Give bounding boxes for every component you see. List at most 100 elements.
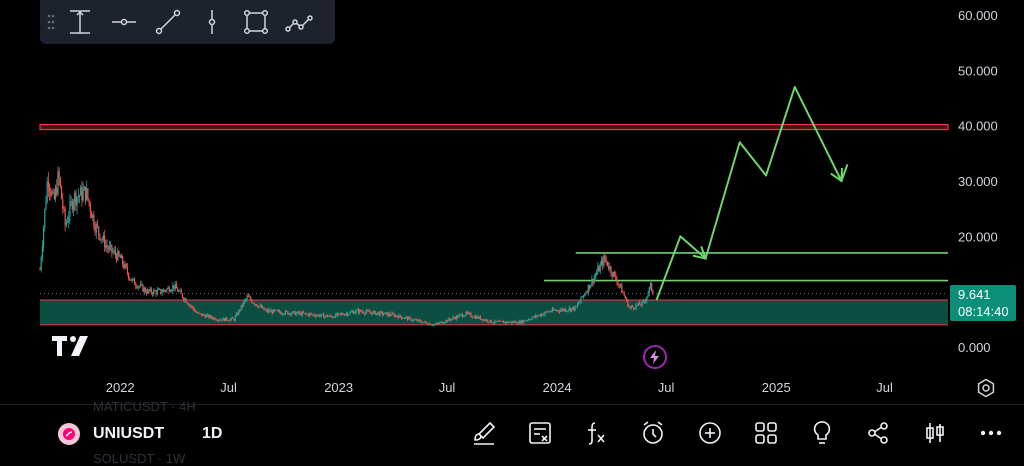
candle-body xyxy=(458,315,460,318)
add-icon[interactable] xyxy=(696,419,724,447)
candle-body xyxy=(427,323,429,325)
candle-body xyxy=(485,319,488,321)
candle-body xyxy=(64,209,66,226)
candle-body xyxy=(218,320,221,321)
candle-body xyxy=(520,320,522,324)
candle-body xyxy=(590,285,592,289)
candle-body xyxy=(127,273,130,279)
ideas-bulb-icon[interactable] xyxy=(808,419,836,447)
symbol-name[interactable]: UNIUSDT xyxy=(93,425,165,442)
candle-body xyxy=(265,309,267,311)
candle-body xyxy=(333,317,336,318)
candle-body xyxy=(567,310,569,312)
vertical-line-icon[interactable] xyxy=(190,0,234,44)
candle-body xyxy=(190,305,192,307)
horizontal-line-icon[interactable] xyxy=(102,0,146,44)
candle-body xyxy=(417,319,419,322)
measure-icon[interactable] xyxy=(58,0,102,44)
candle-body xyxy=(440,321,442,323)
candle-body xyxy=(617,283,619,285)
candle-body xyxy=(179,290,181,292)
candle-body xyxy=(216,319,218,321)
share-icon[interactable] xyxy=(864,419,892,447)
candle-body xyxy=(549,311,551,313)
candle-body xyxy=(78,195,81,197)
candle-body xyxy=(329,315,331,317)
candle-body xyxy=(452,317,454,319)
candle-body xyxy=(628,306,630,308)
candle-body xyxy=(339,313,342,315)
more-icon[interactable] xyxy=(977,419,1005,447)
candle-body xyxy=(59,177,61,187)
candle-body xyxy=(325,315,327,317)
candle-body xyxy=(610,266,612,274)
candle-body xyxy=(98,226,100,234)
rectangle-icon[interactable] xyxy=(234,0,278,44)
candle-body xyxy=(573,307,575,311)
candle-body xyxy=(442,323,445,324)
candle-body xyxy=(253,303,255,305)
candle-body xyxy=(446,320,448,322)
candle-body xyxy=(410,317,412,321)
candle-body xyxy=(153,290,155,295)
candle-body xyxy=(420,320,422,323)
candle-body xyxy=(135,284,137,287)
candle-body xyxy=(246,295,248,299)
candle-body xyxy=(355,310,357,313)
candle-body xyxy=(133,278,136,285)
candle-body xyxy=(154,290,156,291)
brush-icon[interactable] xyxy=(470,419,498,447)
candle-body xyxy=(72,202,75,210)
candle-body xyxy=(175,284,178,289)
candle-body xyxy=(489,319,491,323)
candle-body xyxy=(402,318,404,320)
candle-body xyxy=(239,310,241,311)
candle-body xyxy=(614,272,616,275)
drag-handle-icon[interactable] xyxy=(44,0,58,44)
candle-body xyxy=(584,294,586,296)
candle-body xyxy=(166,288,168,291)
candle-body xyxy=(569,308,571,312)
candle-body xyxy=(198,312,200,314)
candle-body xyxy=(398,314,400,318)
candle-body xyxy=(83,186,85,191)
candle-body xyxy=(42,227,45,246)
candle-body xyxy=(229,319,231,321)
candle-body xyxy=(148,289,150,292)
chart-settings-icon[interactable] xyxy=(975,377,997,399)
candle-body xyxy=(114,250,117,256)
chart-area[interactable]: 60.000 50.000 40.000 30.000 20.000 0.000 2022 J… xyxy=(0,0,1024,404)
fx-icon[interactable] xyxy=(582,419,610,447)
indicators-list-icon[interactable] xyxy=(526,419,554,447)
candle-body xyxy=(529,319,531,321)
candle-body xyxy=(587,285,589,293)
lightning-icon[interactable] xyxy=(643,345,667,369)
tradingview-logo[interactable] xyxy=(52,336,90,361)
alert-clock-icon[interactable] xyxy=(639,419,667,447)
candle-body xyxy=(96,224,99,227)
candle-body xyxy=(586,292,588,294)
candle-body xyxy=(212,317,215,319)
candle-body xyxy=(536,315,538,317)
candle-body xyxy=(609,266,611,270)
candles-icon[interactable] xyxy=(921,419,949,447)
candle-body xyxy=(199,313,202,315)
layout-grid-icon[interactable] xyxy=(752,419,780,447)
path-icon[interactable] xyxy=(278,0,322,44)
candle-body xyxy=(637,302,640,305)
candle-body xyxy=(605,259,607,262)
candle-body xyxy=(575,306,577,308)
candle-body xyxy=(209,315,211,318)
candle-body xyxy=(470,313,472,317)
interval-selector[interactable]: 1D xyxy=(202,425,223,442)
candle-body xyxy=(616,279,618,284)
candle-body xyxy=(369,312,371,314)
candle-body xyxy=(245,298,247,301)
candle-body xyxy=(77,196,79,198)
candle-body xyxy=(461,314,464,317)
trend-line-icon[interactable] xyxy=(146,0,190,44)
candle-body xyxy=(65,222,67,226)
candle-body xyxy=(139,284,142,287)
candle-body xyxy=(471,316,473,318)
candle-body xyxy=(634,308,636,310)
